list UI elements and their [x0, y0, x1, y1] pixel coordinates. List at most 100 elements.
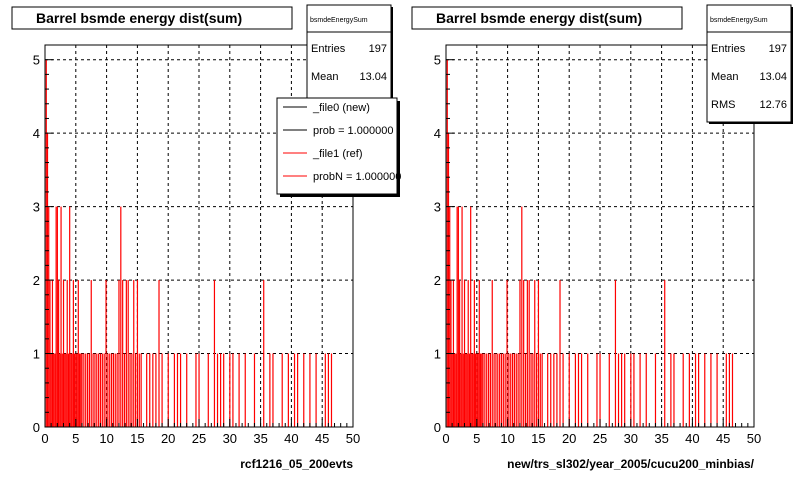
- histogram-bar: [504, 353, 506, 427]
- stats-rms-label: RMS: [711, 99, 735, 111]
- histogram-bar: [88, 353, 90, 427]
- stats-name: bsmdeEnergySum: [310, 17, 368, 24]
- y-tick-label: 4: [33, 126, 40, 141]
- histogram-bar: [134, 353, 137, 427]
- x-tick-label: 10: [500, 431, 514, 446]
- chart-title: Barrel bsmde energy dist(sum): [436, 10, 642, 26]
- histogram-bar: [92, 353, 94, 427]
- stats-mean-value: 13.04: [359, 71, 387, 83]
- histogram-bar: [213, 280, 216, 427]
- histogram-bar: [173, 353, 176, 427]
- histogram-bar: [731, 353, 734, 427]
- x-tick-label: 50: [346, 431, 360, 446]
- histogram-bar: [519, 280, 521, 427]
- histogram-bar: [682, 353, 684, 427]
- histogram-bar: [129, 353, 131, 427]
- histogram-bar: [269, 353, 271, 427]
- x-tick-label: 0: [41, 431, 48, 446]
- histogram-bar: [195, 353, 197, 427]
- histogram-bar: [596, 353, 598, 427]
- histogram-bar: [481, 353, 483, 427]
- histogram-bar: [67, 353, 70, 427]
- histogram-bar: [238, 353, 240, 427]
- chart-title: Barrel bsmde energy dist(sum): [36, 10, 242, 26]
- x-tick-label: 15: [130, 431, 144, 446]
- histogram-bar: [56, 206, 58, 427]
- y-tick-label: 4: [434, 126, 441, 141]
- histogram-bar: [122, 280, 124, 427]
- histogram-bar: [478, 280, 480, 427]
- histogram-bar: [471, 353, 473, 427]
- histogram-bar: [60, 206, 62, 427]
- histogram-bar: [462, 353, 464, 427]
- histogram-bar: [673, 353, 675, 427]
- histogram-bar: [120, 206, 122, 427]
- histogram-bar: [511, 353, 514, 427]
- histogram-bar: [528, 280, 530, 427]
- histogram-bar: [53, 353, 55, 427]
- histogram-bar: [639, 353, 641, 427]
- histogram-bar: [654, 353, 657, 427]
- chart-title-box: [11, 6, 293, 30]
- histogram-bar: [541, 353, 543, 427]
- histogram-bar: [467, 280, 469, 427]
- histogram-bar: [303, 353, 305, 427]
- stats-entries-label: Entries: [311, 43, 346, 55]
- histogram-bar: [62, 280, 65, 427]
- x-tick-label: 45: [315, 431, 329, 446]
- x-axis-label: rcf1216_05_200evts: [240, 457, 353, 471]
- histogram-bar: [61, 353, 63, 427]
- y-tick-label: 3: [434, 200, 441, 215]
- histogram-bar: [468, 353, 471, 427]
- histogram-bar: [577, 353, 580, 427]
- histogram-bar: [114, 353, 116, 427]
- x-tick-label: 30: [624, 431, 638, 446]
- histogram-bar: [118, 280, 120, 427]
- histogram-bar: [524, 353, 527, 427]
- histogram-bar: [309, 353, 311, 427]
- histogram-bar: [621, 353, 623, 427]
- histogram-bar: [475, 353, 477, 427]
- histogram-bar: [105, 280, 107, 427]
- histogram-bar: [688, 353, 690, 427]
- histogram-bar: [502, 353, 504, 427]
- histogram-bar: [140, 353, 142, 427]
- histogram-bar: [315, 353, 317, 427]
- histogram-bar: [451, 353, 453, 427]
- histogram-bar: [624, 353, 626, 427]
- histogram-bar: [85, 353, 87, 427]
- x-tick-label: 50: [747, 431, 761, 446]
- y-tick-label: 5: [434, 53, 441, 68]
- histogram-bar: [455, 353, 457, 427]
- histogram-bar: [167, 353, 169, 427]
- histogram-bar: [64, 353, 66, 427]
- histogram-bar: [472, 353, 474, 427]
- stats-mean-label: Mean: [311, 71, 339, 83]
- legend-frame: [276, 97, 398, 195]
- histogram-bar: [698, 353, 700, 427]
- histogram-bar: [65, 353, 67, 427]
- histogram-bar: [476, 353, 478, 427]
- histogram-bar: [186, 353, 188, 427]
- histogram-bar: [45, 59, 47, 427]
- histogram-bar: [694, 353, 697, 427]
- x-tick-label: 15: [531, 431, 545, 446]
- histogram-bar: [521, 206, 523, 427]
- histogram-bar: [57, 280, 60, 427]
- stats-entries-value: 197: [769, 43, 787, 55]
- histogram-bar: [449, 206, 451, 427]
- histogram-bar: [161, 353, 163, 427]
- histogram-bar: [550, 353, 552, 427]
- histogram-bar: [486, 353, 488, 427]
- histogram-bar: [80, 353, 82, 427]
- stats-box: bsmdeEnergySum Entries 197 Mean 13.04 RMS 12.7…: [706, 4, 793, 124]
- histogram-bar: [608, 353, 610, 427]
- histogram-bar: [155, 353, 157, 427]
- chart-title-box: [411, 6, 683, 30]
- histogram-bar: [710, 353, 712, 427]
- x-tick-label: 35: [253, 431, 267, 446]
- histogram-bar: [559, 280, 561, 427]
